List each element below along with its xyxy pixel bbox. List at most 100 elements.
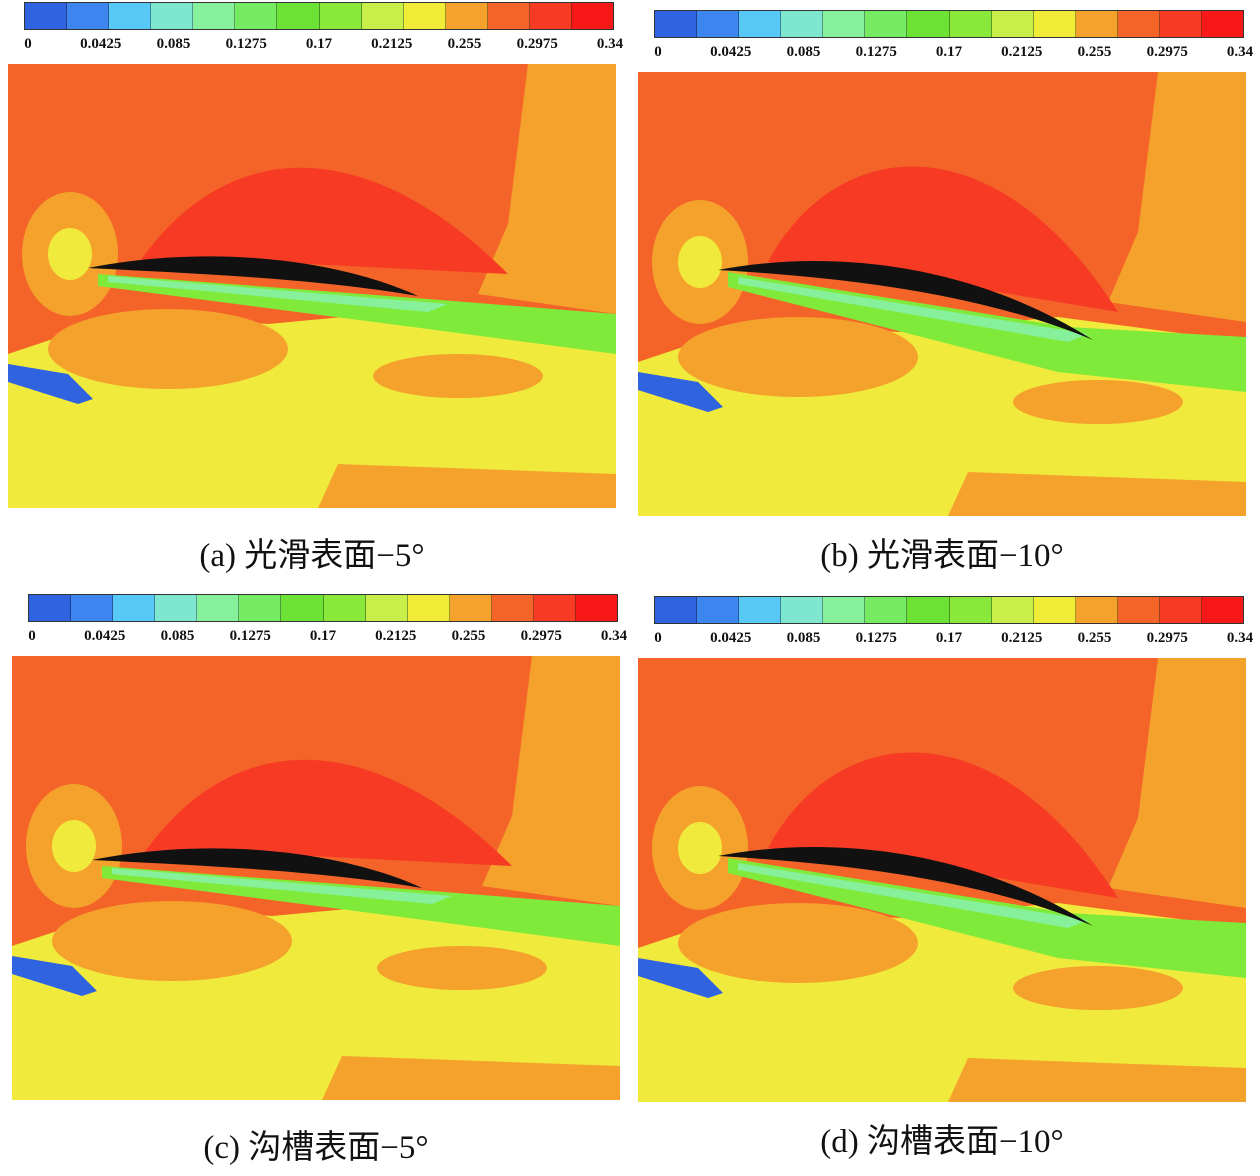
colorbar-tick-label: 0.0425 xyxy=(80,36,122,52)
colorbar-segment xyxy=(907,597,950,623)
colorbar-ticks: 0 0.0425 0.085 0.1275 0.17 0.2125 0.255 0.2975 0… xyxy=(28,628,627,648)
colorbar-tick-label: 0.2125 xyxy=(1001,44,1043,60)
suction-peak-region xyxy=(138,167,508,274)
colorbar-segment xyxy=(655,597,698,623)
suction-peak-region xyxy=(768,752,1118,898)
panel-caption: (a) 光滑表面−5° xyxy=(199,538,425,574)
colorbar-segment xyxy=(781,597,824,623)
colorbar-segment xyxy=(29,595,72,621)
lower-orange-region xyxy=(48,309,288,389)
right-edge-region xyxy=(1108,72,1246,322)
colorbar-segment xyxy=(823,597,866,623)
right-edge-region xyxy=(478,64,616,314)
colorbar-segment xyxy=(697,11,740,37)
colorbar-tick-label: 0.17 xyxy=(935,44,963,60)
contour-field xyxy=(8,64,616,508)
bottom-orange-region xyxy=(948,472,1246,516)
colorbar-segment xyxy=(193,3,236,29)
colorbar-tick-label: 0.34 xyxy=(600,628,628,644)
colorbar-tick-label: 0.255 xyxy=(1077,44,1112,60)
colorbar-segment xyxy=(1075,597,1118,623)
colorbar-segment xyxy=(239,595,282,621)
colorbar-segment xyxy=(1033,597,1076,623)
colorbar-segment xyxy=(949,597,992,623)
wake-core-region xyxy=(738,863,1088,928)
colorbar-segment xyxy=(491,595,534,621)
downstream-orange-region xyxy=(1013,380,1183,424)
wake-region xyxy=(102,866,620,946)
contour-field xyxy=(638,658,1246,1102)
colorbar-segment xyxy=(319,3,362,29)
downstream-orange-region xyxy=(1013,966,1183,1010)
colorbar-tick-label: 0.0425 xyxy=(710,44,752,60)
lower-blue-region xyxy=(12,956,97,996)
colorbar xyxy=(28,594,618,622)
suction-peak-region xyxy=(768,166,1118,312)
colorbar-tick-label: 0.1275 xyxy=(229,628,271,644)
stagnation-core xyxy=(52,820,96,872)
colorbar-segment xyxy=(1159,11,1203,37)
wake-region xyxy=(98,274,616,354)
colorbar-segment xyxy=(1075,11,1118,37)
colorbar xyxy=(24,2,614,30)
lower-blue-region xyxy=(8,364,93,404)
panel-c: 0 0.0425 0.085 0.1275 0.17 0.2125 0.255 0.2975 0… xyxy=(12,594,627,1174)
colorbar-segment xyxy=(823,11,866,37)
colorbar-segment xyxy=(71,595,114,621)
colorbar-tick-label: 0.0425 xyxy=(710,630,752,646)
suction-peak-region xyxy=(142,759,512,866)
contour-plot xyxy=(8,64,616,508)
colorbar-segment xyxy=(865,597,908,623)
colorbar-segment xyxy=(572,3,614,29)
colorbar-segment xyxy=(1159,597,1203,623)
panel-a: 0 0.0425 0.085 0.1275 0.17 0.2125 0.255 0.2975 0… xyxy=(8,2,623,582)
stagnation-core xyxy=(678,236,722,288)
colorbar-segment xyxy=(781,11,824,37)
colorbar-tick-label: 0.2975 xyxy=(1146,630,1188,646)
bottom-orange-region xyxy=(322,1056,620,1100)
colorbar-segment xyxy=(235,3,278,29)
colorbar-tick-label: 0.255 xyxy=(447,36,482,52)
colorbar-tick-label: 0.085 xyxy=(786,630,821,646)
colorbar-ticks: 0 0.0425 0.085 0.1275 0.17 0.2125 0.255 0.2975 0… xyxy=(24,36,623,56)
lower-orange-region xyxy=(678,903,918,983)
colorbar-segment xyxy=(487,3,530,29)
colorbar-tick-label: 0 xyxy=(28,628,36,644)
bottom-orange-region xyxy=(948,1058,1246,1102)
airfoil-shape xyxy=(718,260,1093,340)
colorbar-segment xyxy=(739,11,782,37)
contour-field xyxy=(12,656,620,1100)
colorbar-segment xyxy=(1033,11,1076,37)
colorbar-tick-label: 0.2125 xyxy=(375,628,417,644)
colorbar-tick-label: 0.34 xyxy=(1226,630,1254,646)
wake-core-region xyxy=(738,277,1088,342)
colorbar-segment xyxy=(739,597,782,623)
colorbar-segment xyxy=(697,597,740,623)
panel-d: 0 0.0425 0.085 0.1275 0.17 0.2125 0.255 0.2975 0… xyxy=(638,596,1253,1176)
colorbar-segment xyxy=(277,3,320,29)
colorbar-tick-label: 0 xyxy=(24,36,32,52)
colorbar-segment xyxy=(907,11,950,37)
colorbar-segment xyxy=(576,595,618,621)
airfoil-shape xyxy=(88,256,418,296)
colorbar-segment xyxy=(361,3,404,29)
colorbar-tick-label: 0.2975 xyxy=(520,628,562,644)
colorbar-segment xyxy=(445,3,488,29)
colorbar-segment xyxy=(155,595,198,621)
right-edge-region xyxy=(482,656,620,906)
panel-b: 0 0.0425 0.085 0.1275 0.17 0.2125 0.255 0.2975 0… xyxy=(638,10,1253,590)
colorbar-segment xyxy=(865,11,908,37)
lower-orange-region xyxy=(678,317,918,397)
colorbar-segment xyxy=(365,595,408,621)
colorbar-ticks: 0 0.0425 0.085 0.1275 0.17 0.2125 0.255 0.2975 0… xyxy=(654,44,1253,64)
lower-orange-region xyxy=(52,901,292,981)
colorbar-tick-label: 0.255 xyxy=(1077,630,1112,646)
colorbar-tick-label: 0.085 xyxy=(160,628,195,644)
colorbar-tick-label: 0 xyxy=(654,630,662,646)
colorbar-tick-label: 0.1275 xyxy=(225,36,267,52)
colorbar-segment xyxy=(991,11,1034,37)
colorbar-segment xyxy=(25,3,68,29)
colorbar-tick-label: 0.17 xyxy=(935,630,963,646)
airfoil-shape xyxy=(718,846,1093,926)
downstream-orange-region xyxy=(373,354,543,398)
